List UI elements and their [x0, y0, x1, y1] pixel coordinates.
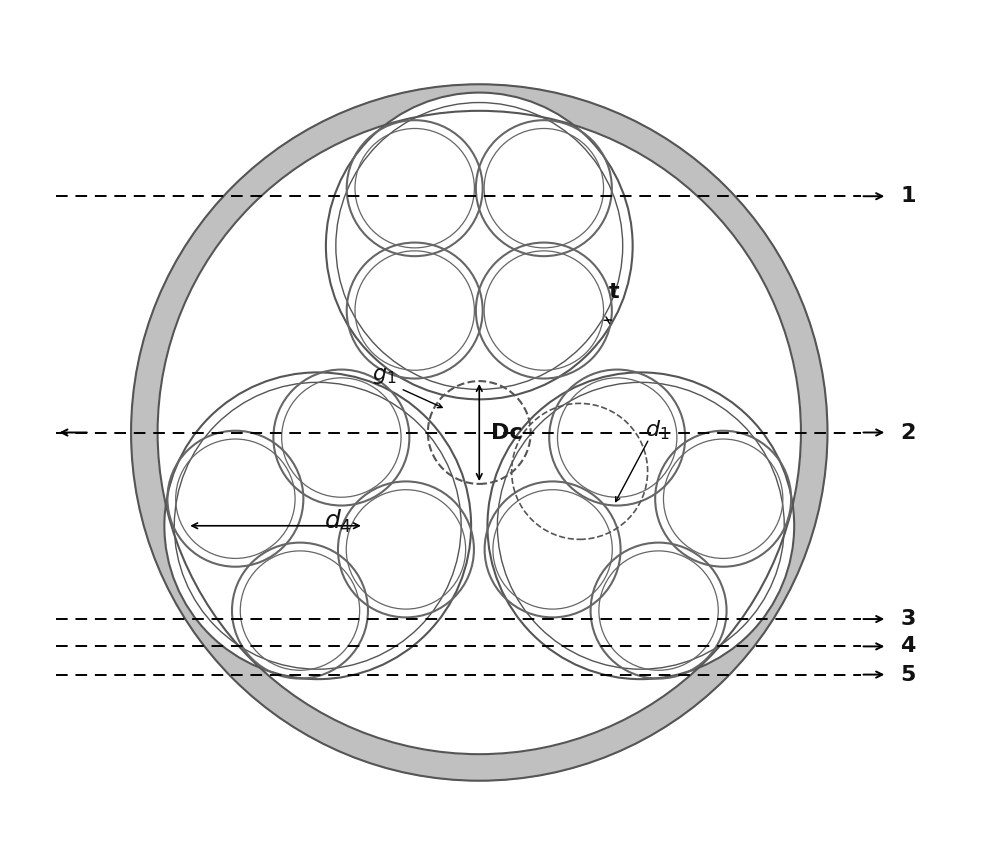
Circle shape [347, 242, 483, 379]
Circle shape [476, 120, 612, 256]
Text: $d_1$: $d_1$ [645, 419, 669, 442]
Circle shape [485, 482, 621, 618]
Text: 1: 1 [900, 186, 916, 206]
Text: $d_4$: $d_4$ [324, 508, 352, 535]
Text: $g_1$: $g_1$ [372, 366, 396, 386]
Text: 3: 3 [900, 609, 916, 629]
Circle shape [232, 542, 368, 678]
Circle shape [273, 369, 409, 505]
Circle shape [131, 84, 827, 781]
Circle shape [549, 369, 685, 505]
Circle shape [591, 542, 727, 678]
Circle shape [338, 482, 474, 618]
Text: Dc: Dc [491, 422, 523, 443]
Circle shape [487, 373, 794, 679]
Circle shape [347, 120, 483, 256]
Circle shape [164, 373, 471, 679]
Circle shape [476, 242, 612, 379]
Text: 4: 4 [900, 637, 916, 657]
Text: 5: 5 [900, 664, 916, 684]
Text: 2: 2 [900, 422, 916, 443]
Circle shape [326, 93, 633, 400]
Circle shape [158, 111, 801, 754]
Circle shape [655, 431, 791, 567]
Circle shape [167, 431, 303, 567]
Text: t: t [609, 282, 620, 302]
